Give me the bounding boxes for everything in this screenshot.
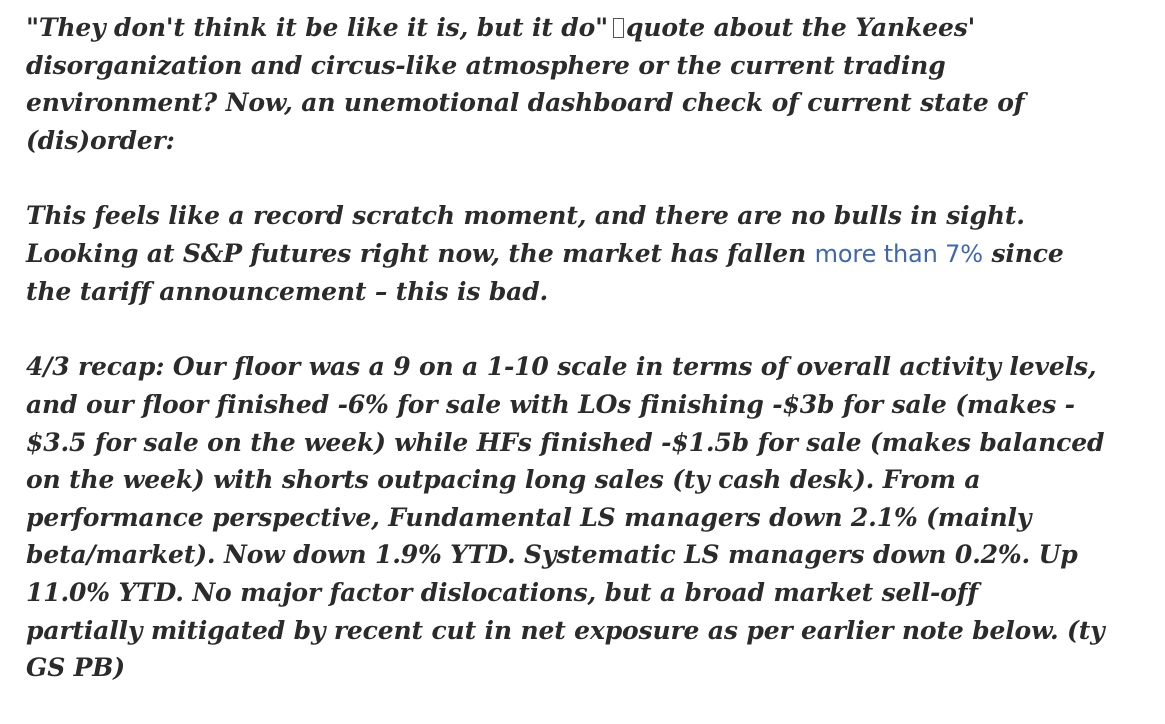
recap-line: partially mitigated by recent cut in net… xyxy=(26,615,1105,645)
recap-line: on the week) with shorts outpacing long … xyxy=(26,465,981,495)
text-line: Looking at S&P futures right now, the ma… xyxy=(26,235,1151,274)
quote-text: "They don't think it be like it is, but … xyxy=(26,13,609,42)
recap-line: 4/3 recap: Our floor was a 9 on a 1-10 s… xyxy=(26,352,1097,382)
market-text-end: since xyxy=(991,238,1064,268)
recap-line: performance perspective, Fundamental LS … xyxy=(26,502,1032,532)
recap-line: $3.5 for sale on the week) while HFs fin… xyxy=(26,427,1105,457)
paragraph-market: This feels like a record scratch moment,… xyxy=(26,197,1151,311)
text-line: environment? Now, an unemotional dashboa… xyxy=(26,88,1025,118)
text-line: This feels like a record scratch moment,… xyxy=(26,200,1025,230)
market-text: Looking at S&P futures right now, the ma… xyxy=(26,238,807,268)
text-line: "They don't think it be like it is, but … xyxy=(26,9,1151,47)
quote-commentary: quote about the Yankees' xyxy=(626,13,976,42)
text-line: disorganization and circus-like atmosphe… xyxy=(26,50,946,80)
text-line: the tariff announcement – this is bad. xyxy=(26,277,549,307)
recap-line: beta/market). Now down 1.9% YTD. Systema… xyxy=(26,540,1078,570)
missing-glyph-icon xyxy=(613,18,625,38)
paragraph-quote: "They don't think it be like it is, but … xyxy=(26,9,1151,159)
recap-line: and our floor finished -6% for sale with… xyxy=(26,389,1075,419)
recap-line: GS PB) xyxy=(26,653,125,683)
more-than-7-percent-link[interactable]: more than 7% xyxy=(814,239,983,268)
document-body: "They don't think it be like it is, but … xyxy=(26,9,1151,724)
paragraph-recap: 4/3 recap: Our floor was a 9 on a 1-10 s… xyxy=(26,348,1151,686)
recap-line: 11.0% YTD. No major factor dislocations,… xyxy=(26,577,978,607)
text-line: (dis)order: xyxy=(26,125,175,155)
